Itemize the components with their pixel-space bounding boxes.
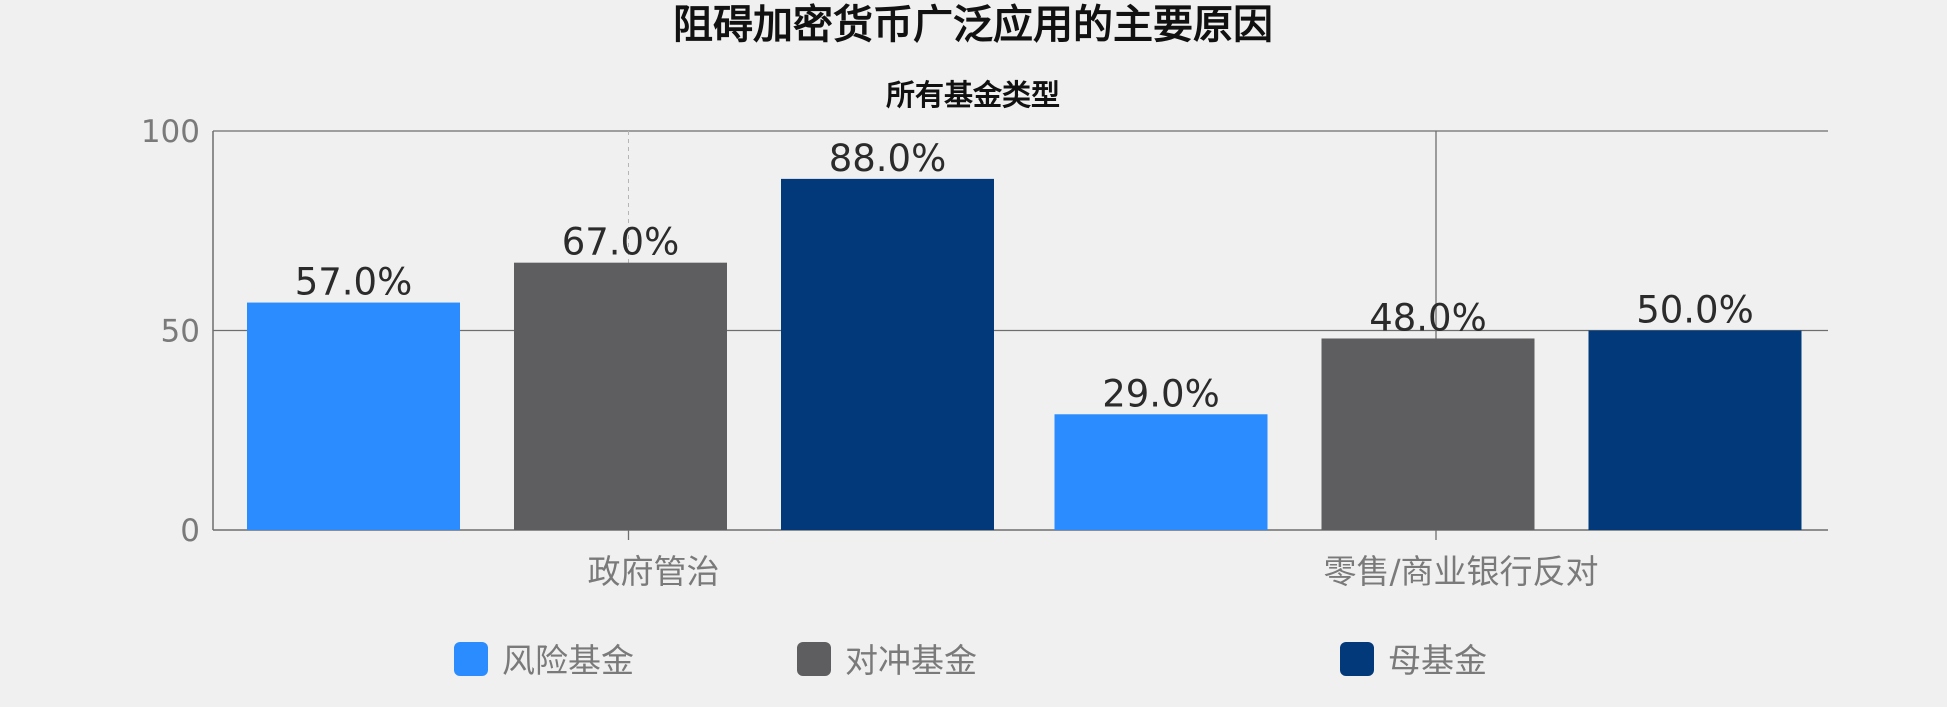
bar — [514, 262, 727, 530]
x-tick-label: 政府管治 — [588, 552, 720, 591]
bar — [247, 302, 460, 530]
legend-swatch — [797, 642, 831, 676]
data-label: 67.0% — [562, 221, 680, 264]
bars — [247, 178, 1802, 530]
legend-swatch — [1340, 642, 1374, 676]
axes: 0 50 100 政府管治 零售/商业银行反对 — [141, 114, 1828, 591]
data-labels: 57.0% 29.0% 67.0% 48.0% 88.0% 50.0% — [295, 137, 1754, 415]
data-label: 50.0% — [1636, 289, 1754, 332]
legend: 风险基金 对冲基金 母基金 — [454, 641, 1487, 680]
legend-swatch — [454, 642, 488, 676]
x-tick-label: 零售/商业银行反对 — [1323, 552, 1598, 591]
chart-subtitle: 所有基金类型 — [886, 78, 1060, 112]
legend-label: 风险基金 — [502, 641, 634, 680]
bar — [781, 178, 994, 530]
data-label: 88.0% — [829, 137, 947, 180]
legend-label: 母基金 — [1388, 641, 1487, 680]
y-tick-label: 100 — [141, 114, 200, 150]
y-tick-label: 0 — [180, 513, 200, 549]
bar — [1588, 330, 1802, 530]
bar — [1321, 338, 1535, 530]
bar — [1054, 414, 1268, 530]
legend-label: 对冲基金 — [845, 641, 977, 680]
y-tick-label: 50 — [161, 314, 200, 350]
data-label: 48.0% — [1369, 296, 1487, 339]
data-label: 29.0% — [1102, 372, 1220, 415]
data-label: 57.0% — [295, 261, 413, 304]
chart-title: 阻碍加密货币广泛应用的主要原因 — [673, 1, 1273, 48]
